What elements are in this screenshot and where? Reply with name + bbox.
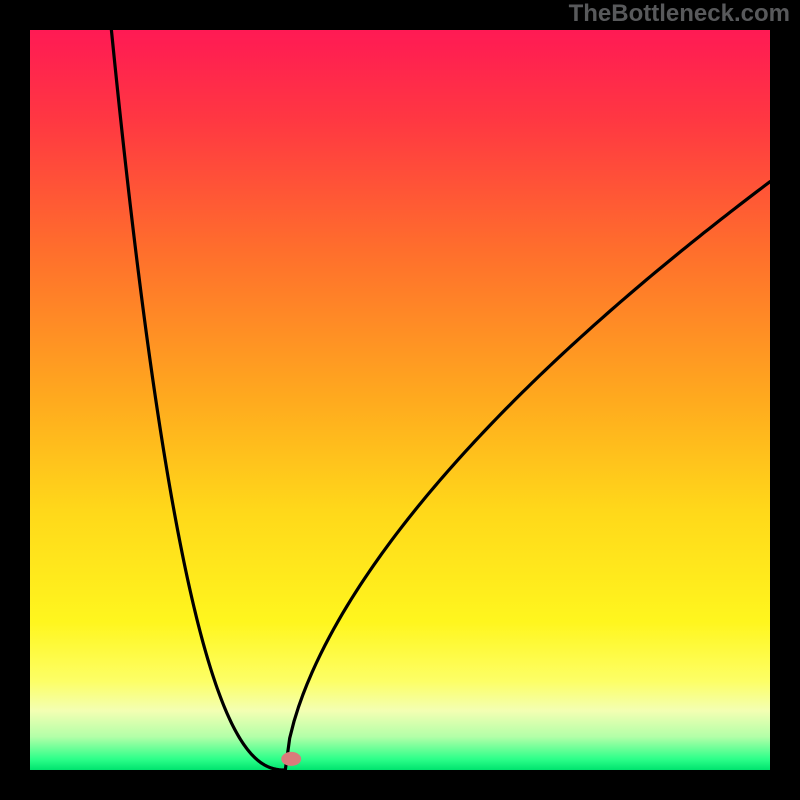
bottleneck-plot-svg [30, 30, 770, 770]
chart-frame: TheBottleneck.com [0, 0, 800, 800]
watermark-text: TheBottleneck.com [569, 0, 790, 28]
optimal-point-marker [281, 752, 301, 766]
gradient-background [30, 30, 770, 770]
